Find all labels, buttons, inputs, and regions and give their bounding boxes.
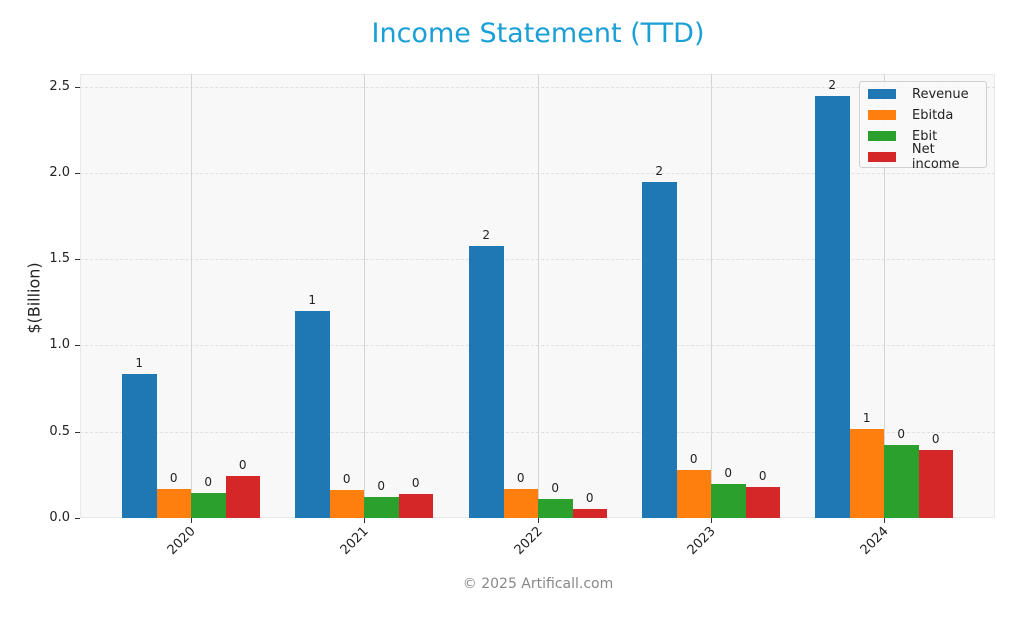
legend-label-net-income: Net income [911, 142, 960, 172]
y-tick-label: 1.0 [49, 337, 70, 353]
bar-ebit-2024 [884, 444, 919, 518]
legend-swatch-net-income [868, 152, 896, 162]
y-tick-label: 2.0 [49, 164, 70, 180]
bar-value-label: 0 [931, 432, 940, 447]
bar-value-label: 2 [482, 227, 491, 242]
x-tick-mark [711, 518, 712, 523]
bar-value-label: 0 [377, 478, 386, 493]
bar-revenue-2024 [815, 95, 850, 518]
bar-ebitda-2023 [676, 470, 711, 518]
x-tick-label-2024: 2024 [857, 524, 892, 559]
bar-value-label: 0 [585, 490, 594, 505]
y-tick-mark [75, 345, 80, 347]
bar-value-label: 1 [308, 292, 317, 307]
x-tick-label-2023: 2023 [684, 524, 719, 559]
x-tick-label-2022: 2022 [511, 524, 546, 559]
bar-value-label: 0 [689, 452, 698, 467]
v-gridline [711, 74, 712, 518]
bar-ebitda-2021 [329, 490, 364, 518]
bar-ebitda-2020 [156, 489, 191, 518]
bar-net-income-2021 [398, 494, 433, 518]
y-tick-mark [75, 431, 80, 433]
bar-net-income-2023 [745, 487, 780, 518]
bar-ebit-2022 [538, 499, 573, 518]
bar-ebit-2021 [364, 496, 399, 518]
bar-revenue-2023 [642, 182, 677, 518]
legend-label-revenue: Revenue [912, 86, 969, 102]
bar-value-label: 2 [655, 164, 664, 179]
legend-swatch-ebitda [868, 110, 896, 120]
x-tick-label-2020: 2020 [164, 524, 199, 559]
chart-title: Income Statement (TTD) [371, 18, 705, 49]
h-gridline [80, 431, 995, 433]
bar-value-label: 2 [828, 77, 837, 92]
v-gridline [191, 74, 192, 518]
bar-value-label: 1 [862, 410, 871, 425]
legend-label-ebit: Ebit [912, 128, 938, 144]
bar-value-label: 0 [724, 465, 733, 480]
v-gridline [884, 74, 885, 518]
v-gridline [364, 74, 365, 518]
bar-value-label: 0 [169, 471, 178, 485]
bar-value-label: 0 [758, 469, 767, 484]
bar-value-label: 0 [342, 472, 351, 487]
x-tick-mark [191, 518, 192, 523]
bar-revenue-2022 [469, 245, 504, 518]
copyright-footer: © 2025 Artificall.com [462, 576, 614, 592]
bar-revenue-2021 [295, 310, 330, 518]
v-gridline [538, 74, 539, 518]
bar-net-income-2024 [918, 450, 953, 518]
x-tick-mark [538, 518, 539, 523]
bar-net-income-2020 [225, 476, 260, 518]
h-gridline [80, 345, 995, 347]
bar-value-label: 1 [135, 355, 144, 370]
legend-item-net-income: Net income [868, 142, 986, 172]
x-tick-mark [884, 518, 885, 523]
legend-item-revenue: Revenue [868, 85, 969, 103]
bar-ebit-2020 [191, 492, 226, 518]
bar-value-label: 0 [897, 426, 906, 441]
bar-value-label: 0 [204, 474, 213, 489]
y-tick-mark [75, 86, 80, 88]
bar-ebit-2023 [711, 483, 746, 518]
h-gridline [80, 172, 995, 174]
bar-revenue-2020 [122, 373, 157, 518]
y-tick-label: 2.5 [49, 78, 70, 94]
legend-item-ebitda: Ebitda [868, 106, 953, 124]
x-tick-label-2021: 2021 [337, 524, 372, 559]
y-axis-label: $(Billion) [24, 262, 44, 334]
bar-value-label: 0 [516, 471, 525, 485]
legend-swatch-ebit [868, 131, 896, 141]
legend-swatch-revenue [868, 89, 896, 99]
y-tick-mark [75, 259, 80, 261]
y-tick-mark [75, 172, 80, 174]
legend-item-ebit: Ebit [868, 127, 937, 145]
h-gridline [80, 259, 995, 261]
bar-ebitda-2024 [849, 428, 884, 518]
bar-value-label: 0 [411, 476, 420, 491]
y-tick-label: 0.0 [49, 510, 70, 525]
legend: Revenue Ebitda Ebit Net income [859, 81, 987, 172]
bar-value-label: 0 [238, 458, 247, 473]
bar-ebitda-2022 [503, 489, 538, 518]
h-gridline [80, 86, 995, 88]
bar-net-income-2022 [572, 508, 607, 518]
y-tick-label: 0.5 [49, 423, 70, 439]
x-tick-mark [364, 518, 365, 523]
legend-label-ebitda: Ebitda [912, 107, 954, 123]
y-tick-label: 1.5 [49, 251, 70, 267]
bar-value-label: 0 [551, 481, 560, 495]
y-tick-mark [75, 518, 80, 519]
